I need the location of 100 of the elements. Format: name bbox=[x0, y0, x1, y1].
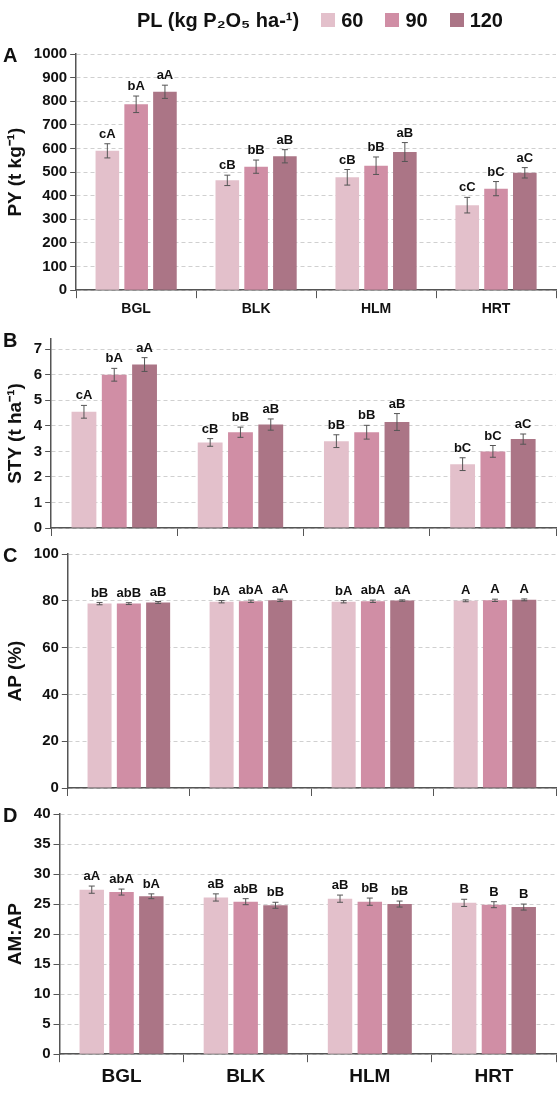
bar bbox=[455, 205, 480, 290]
data-label: aB bbox=[396, 124, 414, 140]
bar bbox=[387, 904, 412, 1054]
bar bbox=[273, 156, 297, 290]
data-label: aB bbox=[331, 877, 349, 893]
data-label: bB bbox=[90, 584, 109, 600]
bar bbox=[215, 180, 240, 290]
data-label: bA bbox=[127, 78, 146, 94]
data-label: B bbox=[519, 886, 529, 902]
y-axis-title: AP (%) bbox=[3, 640, 25, 702]
data-label: A bbox=[490, 581, 501, 597]
data-label: abB bbox=[233, 880, 258, 896]
data-label: cB bbox=[338, 151, 356, 167]
bar bbox=[71, 411, 97, 528]
y-tick-label: 100 bbox=[42, 256, 68, 274]
data-label: bB bbox=[361, 880, 379, 896]
y-tick-label: 60 bbox=[42, 637, 59, 655]
bar bbox=[327, 898, 353, 1054]
y-tick-label: 7 bbox=[33, 339, 43, 357]
y-tick-label: 30 bbox=[33, 864, 51, 882]
bar bbox=[153, 91, 177, 290]
legend-label: 120 bbox=[469, 8, 503, 32]
y-tick-label: 15 bbox=[33, 954, 51, 972]
y-tick-label: 1 bbox=[33, 492, 43, 510]
y-tick-label: 0 bbox=[42, 1044, 51, 1062]
data-label: bA bbox=[105, 350, 124, 366]
data-label: aB bbox=[207, 875, 225, 891]
data-label: cB bbox=[201, 420, 219, 436]
y-axis-title: PY (t kg⁻¹) bbox=[3, 127, 25, 217]
bar bbox=[450, 464, 476, 528]
y-tick-label: 35 bbox=[33, 834, 51, 852]
data-label: abA bbox=[360, 582, 386, 598]
bar bbox=[393, 152, 417, 290]
y-axis-title: AM:AP bbox=[3, 902, 25, 966]
bar bbox=[335, 177, 360, 290]
bar bbox=[203, 897, 229, 1054]
y-tick-label: 300 bbox=[42, 209, 68, 227]
legend-label: 90 bbox=[405, 8, 428, 32]
y-tick-label: 20 bbox=[33, 924, 51, 942]
bar bbox=[323, 441, 349, 528]
bar bbox=[364, 165, 388, 290]
data-label: aB bbox=[262, 401, 280, 417]
data-label: aA bbox=[271, 581, 290, 597]
legend-title: PL (kg P₂O₅ ha-¹) bbox=[136, 8, 300, 32]
y-tick-label: 0 bbox=[58, 280, 68, 298]
bar bbox=[132, 364, 157, 528]
y-tick-label: 80 bbox=[42, 590, 59, 608]
data-label: bB bbox=[390, 883, 409, 899]
y-tick-label: 2 bbox=[33, 467, 43, 485]
data-label: bC bbox=[487, 163, 506, 179]
bar bbox=[481, 904, 507, 1054]
data-label: aB bbox=[276, 131, 294, 147]
data-label: bB bbox=[266, 884, 285, 900]
data-label: cA bbox=[75, 387, 93, 403]
y-tick-label: 4 bbox=[33, 415, 43, 433]
y-axis-title: STY (t ha⁻¹) bbox=[3, 383, 25, 484]
data-label: B bbox=[489, 883, 499, 899]
bar bbox=[513, 172, 537, 290]
y-tick-label: 5 bbox=[42, 1014, 51, 1032]
data-label: aA bbox=[83, 868, 101, 884]
data-label: A bbox=[519, 581, 530, 597]
bar bbox=[511, 907, 536, 1054]
bar bbox=[451, 902, 477, 1054]
y-tick-label: 6 bbox=[33, 364, 43, 382]
y-tick-label: 40 bbox=[42, 684, 59, 702]
y-tick-label: 1000 bbox=[33, 44, 68, 62]
chart-title: A bbox=[3, 43, 18, 66]
y-tick-label: 0 bbox=[50, 778, 59, 796]
chart-title: C bbox=[3, 543, 18, 566]
data-label: cB bbox=[219, 157, 236, 173]
bar bbox=[354, 432, 380, 528]
x-tick-label: BLK bbox=[226, 1064, 266, 1086]
bar bbox=[124, 104, 148, 290]
x-tick-label: BGL bbox=[121, 300, 152, 317]
x-tick-label: HRT bbox=[481, 300, 511, 317]
bar bbox=[384, 422, 410, 528]
x-tick-label: BGL bbox=[101, 1064, 142, 1086]
y-tick-label: 800 bbox=[42, 91, 68, 109]
y-tick-label: 700 bbox=[42, 115, 68, 132]
bar bbox=[258, 424, 284, 528]
y-tick-label: 100 bbox=[33, 544, 59, 562]
bar bbox=[95, 150, 120, 290]
chart-title: B bbox=[3, 328, 18, 351]
data-label: aA bbox=[136, 339, 154, 355]
data-label: bA bbox=[334, 582, 353, 598]
bar bbox=[244, 166, 268, 290]
bar bbox=[263, 905, 288, 1054]
data-label: B bbox=[459, 881, 469, 897]
y-tick-label: 900 bbox=[42, 67, 68, 85]
data-label: aA bbox=[156, 67, 174, 83]
data-label: aC bbox=[514, 416, 533, 432]
data-label: cA bbox=[99, 125, 117, 141]
y-tick-label: 5 bbox=[33, 390, 43, 408]
x-tick-label: HRT bbox=[474, 1064, 514, 1086]
bar bbox=[228, 432, 253, 528]
y-tick-label: 10 bbox=[33, 984, 51, 1002]
x-tick-label: HLM bbox=[360, 300, 392, 317]
data-label: bB bbox=[231, 409, 250, 425]
bar bbox=[510, 439, 536, 528]
y-tick-label: 20 bbox=[42, 731, 59, 749]
